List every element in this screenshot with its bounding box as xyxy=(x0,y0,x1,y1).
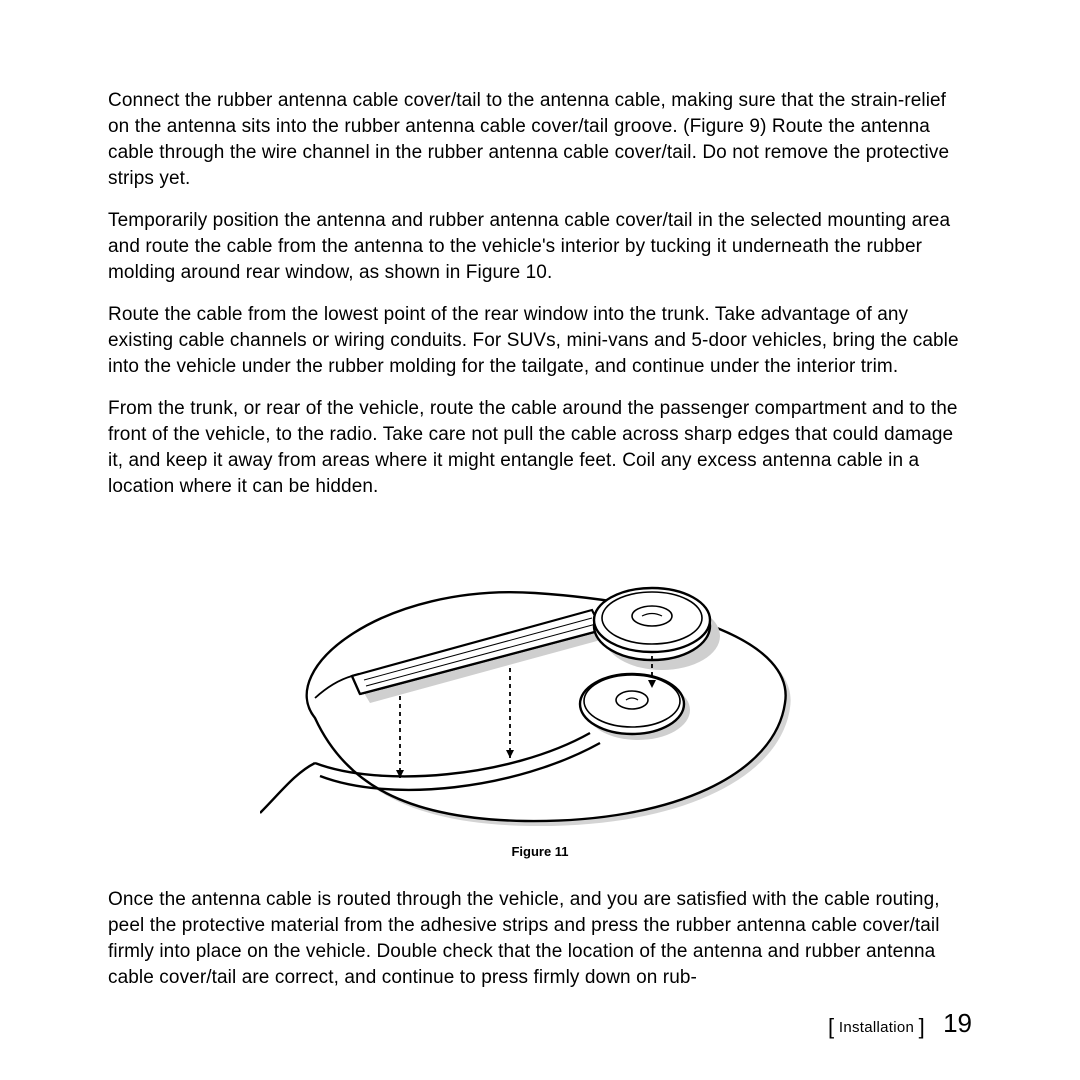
antenna-diagram-icon xyxy=(260,528,820,838)
paragraph: Temporarily position the antenna and rub… xyxy=(108,208,972,286)
footer-section-text: Installation xyxy=(839,1019,914,1036)
paragraph: From the trunk, or rear of the vehicle, … xyxy=(108,396,972,500)
page-footer: [ Installation ] 19 xyxy=(828,1008,972,1040)
figure-11: Figure 11 xyxy=(108,528,972,859)
footer-section-label: [ Installation ] xyxy=(828,1014,925,1040)
paragraph: Connect the rubber antenna cable cover/t… xyxy=(108,88,972,192)
body-text-block-after: Once the antenna cable is routed through… xyxy=(108,887,972,991)
figure-caption: Figure 11 xyxy=(108,844,972,859)
paragraph: Once the antenna cable is routed through… xyxy=(108,887,972,991)
bracket-left-icon: [ xyxy=(828,1014,834,1039)
footer-page-number: 19 xyxy=(943,1008,972,1039)
body-text-block: Connect the rubber antenna cable cover/t… xyxy=(108,88,972,500)
bracket-right-icon: ] xyxy=(919,1014,925,1039)
paragraph: Route the cable from the lowest point of… xyxy=(108,302,972,380)
manual-page: Connect the rubber antenna cable cover/t… xyxy=(0,0,1080,1080)
